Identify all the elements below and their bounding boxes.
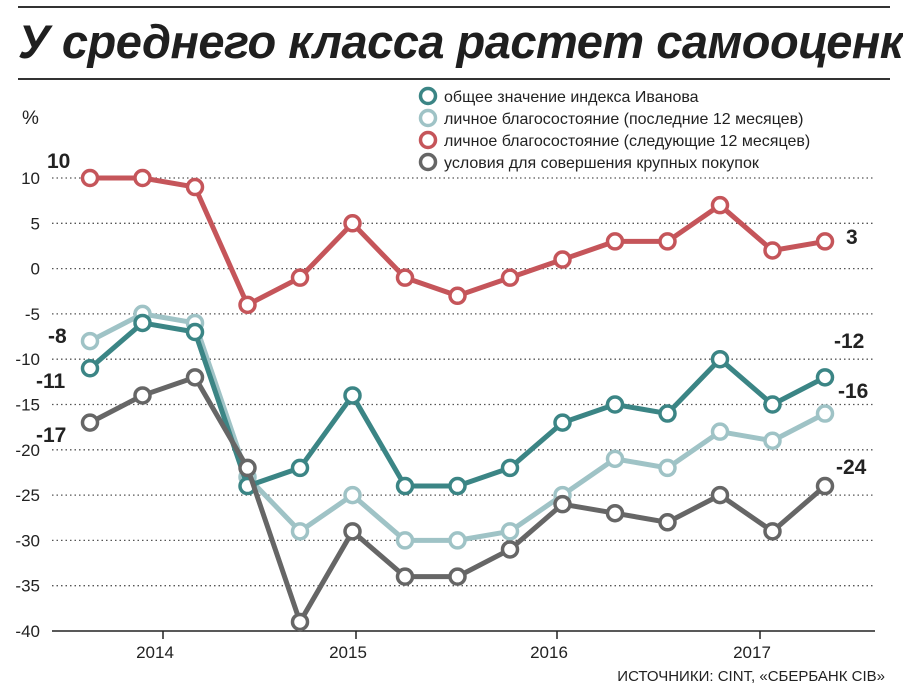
data-point	[553, 250, 572, 269]
data-point	[763, 431, 782, 450]
data-point	[80, 168, 100, 188]
data-point	[763, 395, 782, 414]
x-tick-label: 2017	[733, 643, 771, 662]
data-point	[605, 232, 625, 251]
y-tick-label: -5	[25, 305, 40, 324]
data-point	[185, 177, 205, 197]
legend-label: личное благосостояние (следующие 12 меся…	[444, 133, 810, 150]
data-point	[710, 195, 730, 215]
data-point	[238, 295, 257, 315]
data-point	[80, 413, 100, 432]
data-point	[238, 458, 257, 478]
data-point	[395, 531, 415, 550]
legend-marker	[418, 152, 438, 172]
data-point	[605, 503, 625, 523]
start-value-label: 10	[47, 150, 70, 173]
data-point	[395, 567, 415, 586]
data-point	[80, 331, 100, 351]
data-point	[343, 214, 362, 233]
y-tick-label: 10	[21, 169, 40, 188]
data-point	[815, 476, 835, 496]
data-point	[343, 386, 362, 405]
title-rule	[18, 78, 890, 80]
legend-marker	[418, 108, 438, 128]
y-axis-unit: %	[22, 108, 39, 129]
data-point	[815, 232, 835, 251]
data-point	[80, 359, 100, 378]
data-point	[343, 485, 362, 505]
data-point	[448, 531, 467, 550]
data-point	[133, 386, 152, 405]
data-point	[500, 540, 520, 559]
data-point	[290, 522, 310, 541]
data-point	[395, 268, 415, 287]
y-tick-label: -10	[15, 350, 40, 369]
data-point	[448, 567, 467, 586]
series-lines	[80, 168, 835, 632]
data-point	[605, 395, 625, 414]
y-tick-label: -35	[15, 577, 40, 596]
data-point	[500, 458, 520, 478]
data-point	[710, 349, 730, 369]
x-tick-label: 2015	[329, 643, 367, 662]
legend: общее значение индекса Иванова личное бла…	[418, 86, 810, 172]
data-point	[133, 313, 152, 333]
data-point	[500, 268, 520, 287]
end-value-label: -24	[836, 456, 867, 479]
legend-label: условия для совершения крупных покупок	[444, 155, 760, 172]
data-point	[395, 476, 415, 496]
data-labels: -11 -12 -8 -16 10 3 -17 -24	[36, 150, 868, 479]
y-tick-label: 0	[31, 260, 40, 279]
y-tick-label: 5	[31, 214, 40, 233]
y-tick-label: -15	[15, 396, 40, 415]
y-tick-label: -40	[15, 622, 40, 641]
data-point	[343, 522, 362, 541]
start-value-label: -11	[36, 370, 66, 393]
x-tick-label: 2016	[530, 643, 568, 662]
legend-label: личное благосостояние (последние 12 меся…	[444, 111, 803, 128]
data-point	[605, 449, 625, 469]
end-value-label: -12	[834, 330, 864, 353]
data-point	[658, 458, 677, 478]
y-tick-label: -30	[15, 531, 40, 550]
data-point	[448, 286, 467, 306]
data-point	[290, 612, 310, 632]
end-value-label: -16	[838, 380, 868, 403]
data-point	[553, 494, 572, 514]
data-point	[815, 368, 835, 387]
axes: % 10 5 0 -5 -10 -15 -20 -25 -30 -35 -40 2014 2015 2016…	[15, 108, 875, 662]
data-point	[658, 404, 677, 423]
data-point	[710, 422, 730, 441]
end-value-label: 3	[846, 226, 858, 249]
data-point	[448, 476, 467, 496]
chart-title: У среднего класса растет самооценка	[18, 15, 903, 68]
legend-label: общее значение индекса Иванова	[444, 89, 699, 106]
data-point	[290, 458, 310, 478]
series-line	[87, 175, 828, 308]
data-point	[553, 413, 572, 432]
data-point	[710, 485, 730, 505]
top-rule	[18, 6, 890, 8]
data-point	[185, 368, 205, 387]
source-note: ИСТОЧНИКИ: CINT, «СБЕРБАНК CIB»	[617, 668, 885, 685]
start-value-label: -17	[36, 424, 66, 447]
data-point	[815, 404, 835, 423]
data-point	[500, 522, 520, 541]
data-point	[763, 241, 782, 260]
data-point	[658, 232, 677, 251]
data-point	[133, 168, 152, 188]
x-tick-label: 2014	[136, 643, 174, 662]
start-value-label: -8	[48, 325, 67, 348]
legend-marker	[418, 86, 438, 106]
data-point	[290, 268, 310, 287]
data-point	[185, 322, 205, 342]
data-point	[763, 522, 782, 541]
data-point	[658, 513, 677, 532]
legend-marker	[418, 130, 438, 150]
y-tick-label: -25	[15, 486, 40, 505]
y-tick-label: -20	[15, 441, 40, 460]
